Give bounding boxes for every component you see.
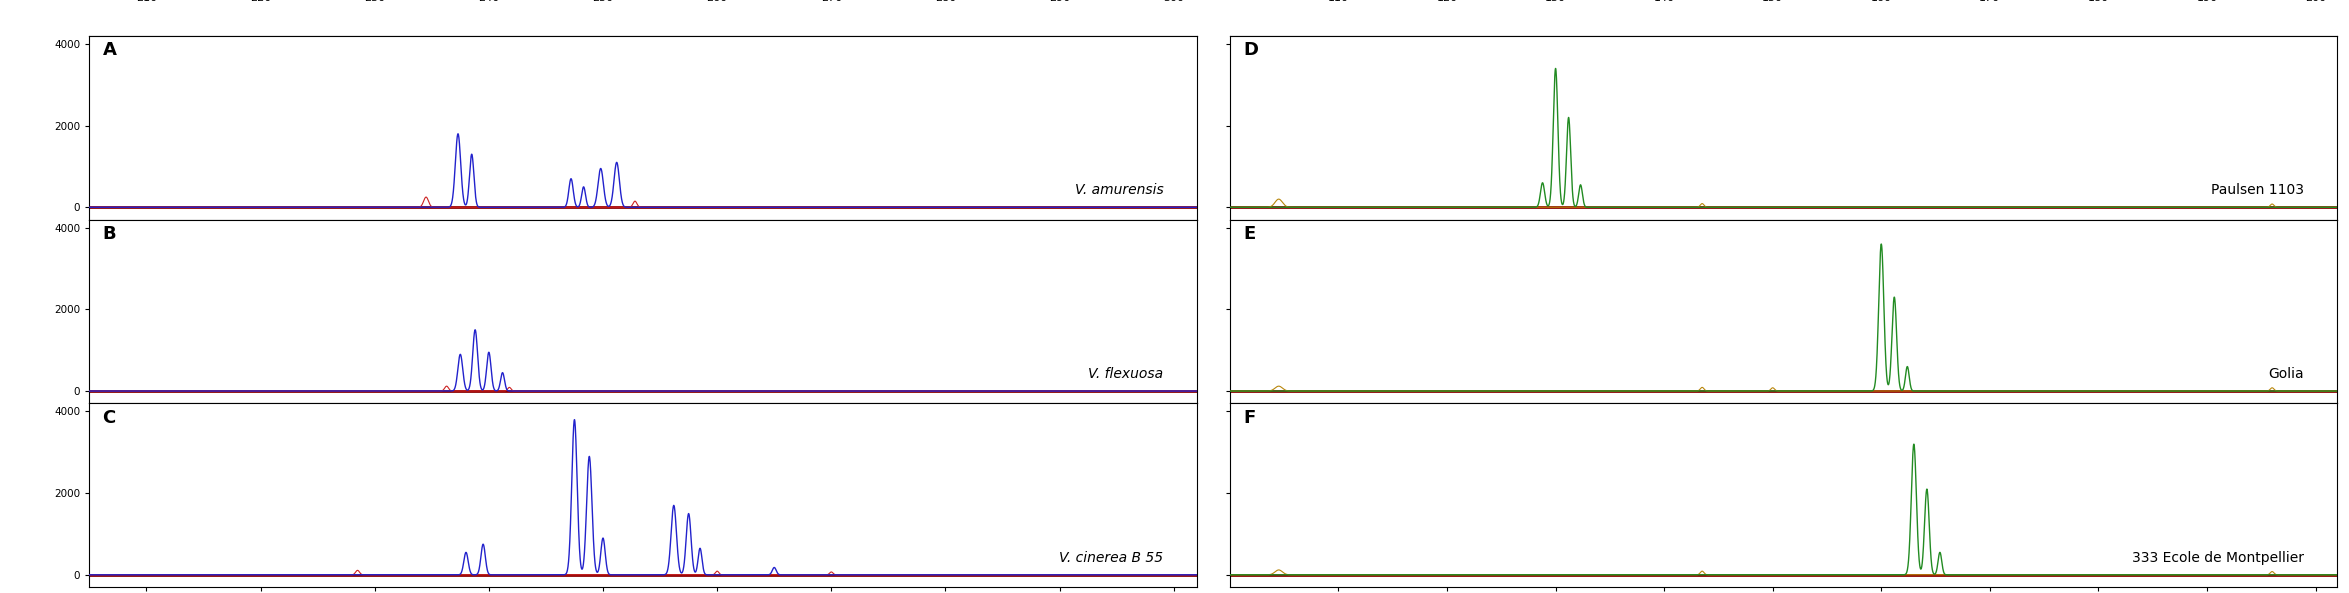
Text: Paulsen 1103: Paulsen 1103 xyxy=(2210,183,2304,197)
Text: Golia: Golia xyxy=(2269,367,2304,381)
Text: E: E xyxy=(1243,225,1254,243)
Text: F: F xyxy=(1243,409,1254,427)
Text: V. cinerea B 55: V. cinerea B 55 xyxy=(1059,551,1163,565)
Text: D: D xyxy=(1243,42,1259,59)
Text: A: A xyxy=(103,42,117,59)
Text: V. flexuosa: V. flexuosa xyxy=(1088,367,1163,381)
Text: C: C xyxy=(103,409,115,427)
Text: 333 Ecole de Montpellier: 333 Ecole de Montpellier xyxy=(2133,551,2304,565)
Text: V. amurensis: V. amurensis xyxy=(1076,183,1163,197)
Text: B: B xyxy=(103,225,115,243)
